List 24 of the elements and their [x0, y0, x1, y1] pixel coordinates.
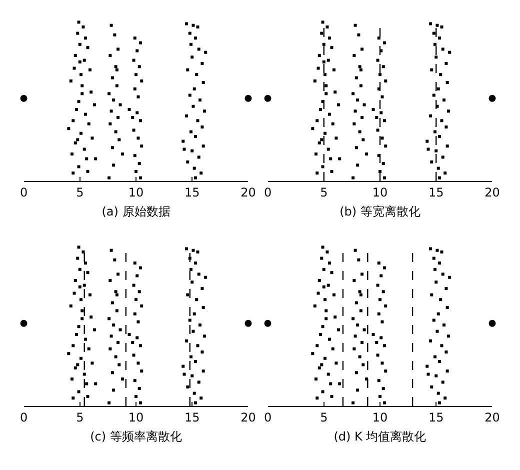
x-tick-label: 5	[76, 410, 84, 424]
x-tick-label: 10	[372, 410, 388, 424]
x-tick-label: 20	[484, 185, 500, 200]
x-tick-label: 15	[184, 185, 200, 200]
x-tick-label: 5	[320, 185, 328, 200]
x-tick-label: 0	[264, 410, 272, 424]
x-axis-title: (d) K 均值离散化	[334, 429, 426, 444]
x-tick-label: 5	[76, 185, 84, 200]
x-tick-label: 5	[320, 410, 328, 424]
x-axis-title: (b) 等宽离散化	[340, 204, 420, 218]
x-tick-label: 15	[428, 185, 444, 200]
x-tick-label: 0	[20, 185, 28, 200]
x-tick-label: 10	[128, 185, 144, 200]
x-axis-title: (a) 原始数据	[102, 204, 170, 218]
x-tick-label: 15	[428, 410, 444, 424]
x-axis-title: (c) 等频率离散化	[90, 429, 182, 444]
x-tick-label: 10	[128, 410, 144, 424]
x-tick-label: 20	[484, 410, 500, 424]
x-tick-label: 0	[20, 410, 28, 424]
x-tick-label: 10	[372, 185, 388, 200]
x-tick-label: 15	[184, 410, 200, 424]
x-tick-label: 20	[240, 185, 256, 200]
x-tick-label: 0	[264, 185, 272, 200]
x-tick-label: 20	[240, 410, 256, 424]
